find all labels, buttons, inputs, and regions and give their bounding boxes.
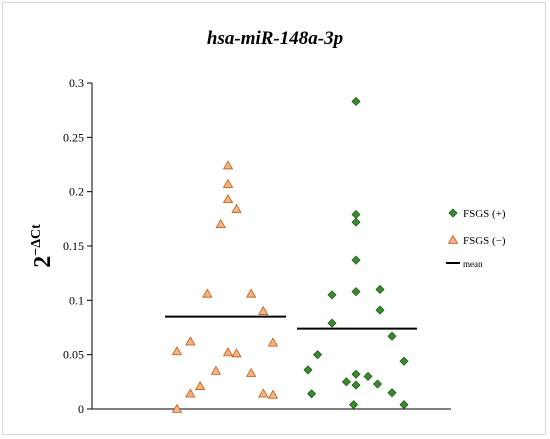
data-point-diamond bbox=[375, 305, 385, 315]
data-points bbox=[171, 96, 409, 413]
data-point-diamond bbox=[387, 331, 397, 341]
data-point-triangle bbox=[231, 203, 242, 213]
chart-title: hsa-miR-148a-3p bbox=[207, 28, 343, 49]
legend: FSGS (+) FSGS (−) mean bbox=[446, 208, 506, 269]
data-point-triangle bbox=[231, 348, 242, 358]
data-point-triangle bbox=[215, 218, 226, 229]
data-point-triangle bbox=[222, 193, 234, 204]
svg-text:2−ΔCt: 2−ΔCt bbox=[29, 224, 56, 268]
legend-label: mean bbox=[463, 259, 483, 269]
y-tick-label: 0.05 bbox=[63, 348, 84, 362]
data-point-diamond bbox=[351, 96, 361, 107]
legend-diamond-icon bbox=[448, 208, 458, 218]
data-point-diamond bbox=[363, 371, 373, 381]
y-axis-label: 2−ΔCt bbox=[29, 224, 56, 268]
data-point-triangle bbox=[185, 336, 196, 346]
data-point-triangle bbox=[222, 347, 234, 357]
data-point-diamond bbox=[373, 379, 383, 389]
data-point-triangle bbox=[222, 178, 234, 188]
data-point-diamond bbox=[399, 356, 409, 366]
data-point-triangle bbox=[171, 403, 183, 413]
data-point-diamond bbox=[327, 290, 337, 300]
data-point-diamond bbox=[327, 318, 337, 328]
data-point-diamond bbox=[351, 217, 361, 227]
data-point-diamond bbox=[351, 380, 361, 390]
data-point-triangle bbox=[210, 365, 222, 375]
data-point-triangle bbox=[267, 337, 279, 347]
data-point-diamond bbox=[341, 377, 351, 387]
data-point-diamond bbox=[303, 365, 313, 375]
y-tick-label: 0.2 bbox=[69, 185, 84, 199]
y-ticks: 0 0.05 0.1 0.15 0.2 0.25 0.3 bbox=[63, 76, 92, 416]
data-point-triangle bbox=[258, 388, 269, 398]
y-tick-label: 0.3 bbox=[69, 76, 84, 90]
data-point-diamond bbox=[313, 350, 323, 360]
legend-label: FSGS (−) bbox=[463, 235, 506, 247]
y-axis-label-base: 2 bbox=[30, 256, 56, 268]
data-point-diamond bbox=[399, 400, 409, 410]
data-point-triangle bbox=[245, 288, 257, 298]
data-point-triangle bbox=[202, 288, 213, 298]
chart-frame bbox=[2, 2, 546, 435]
data-point-diamond bbox=[349, 400, 359, 410]
data-point-triangle bbox=[245, 367, 257, 377]
data-point-diamond bbox=[351, 369, 361, 379]
data-point-triangle bbox=[222, 160, 234, 170]
data-point-diamond bbox=[351, 209, 361, 220]
data-point-triangle bbox=[171, 346, 183, 356]
data-point-diamond bbox=[307, 389, 317, 399]
mean-lines bbox=[165, 315, 417, 330]
data-point-diamond bbox=[351, 287, 361, 297]
y-tick-label: 0 bbox=[78, 402, 84, 416]
legend-label: FSGS (+) bbox=[463, 208, 506, 220]
y-tick-label: 0.1 bbox=[69, 293, 84, 307]
y-tick-label: 0.25 bbox=[63, 130, 84, 144]
data-point-diamond bbox=[375, 284, 385, 295]
data-point-triangle bbox=[267, 389, 279, 399]
data-point-diamond bbox=[351, 255, 361, 265]
axes bbox=[91, 83, 451, 410]
data-point-triangle bbox=[185, 388, 196, 398]
data-point-triangle bbox=[194, 380, 206, 390]
y-tick-label: 0.15 bbox=[63, 239, 84, 253]
y-axis-label-exponent: −ΔCt bbox=[29, 224, 44, 256]
data-point-triangle bbox=[258, 305, 269, 315]
data-point-diamond bbox=[387, 388, 397, 398]
legend-triangle-icon bbox=[447, 234, 459, 244]
